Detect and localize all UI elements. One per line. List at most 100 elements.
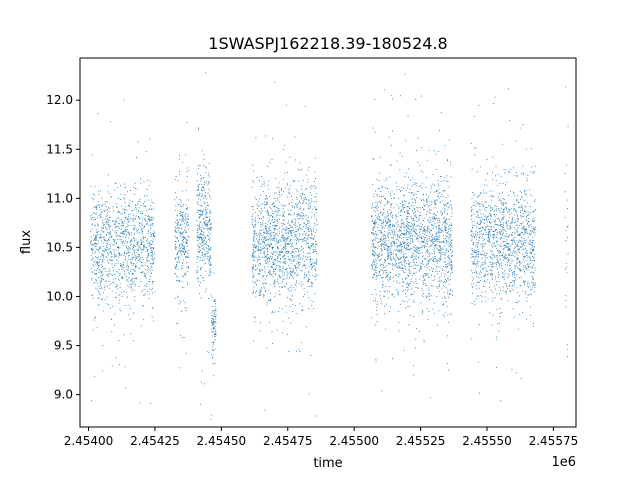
data-point [117, 226, 119, 228]
data-point [265, 227, 267, 229]
data-point [473, 249, 475, 251]
data-point [439, 176, 441, 177]
data-point [288, 203, 290, 205]
data-point [408, 248, 410, 250]
data-point [96, 217, 98, 219]
data-point [253, 266, 254, 267]
data-point [130, 218, 132, 220]
data-point [403, 243, 404, 245]
data-point [447, 277, 449, 279]
data-point [265, 248, 267, 250]
data-point [291, 205, 293, 207]
data-point [373, 254, 375, 256]
data-point [111, 235, 113, 237]
data-point [305, 274, 307, 276]
data-point [396, 182, 398, 184]
data-point [133, 232, 135, 234]
data-point [136, 265, 138, 267]
data-point [183, 247, 184, 249]
data-point [186, 242, 188, 244]
data-point [386, 275, 388, 277]
data-point [288, 290, 290, 292]
data-point [381, 228, 383, 230]
data-point [434, 256, 436, 258]
data-point [439, 259, 441, 261]
data-point [412, 219, 414, 221]
data-point [375, 358, 377, 360]
data-point [426, 235, 427, 237]
data-point [151, 252, 153, 253]
data-point [385, 272, 387, 274]
data-point [276, 281, 278, 283]
data-point [132, 240, 134, 242]
data-point [287, 288, 289, 290]
data-point [276, 278, 278, 280]
data-point [438, 240, 440, 242]
data-point [479, 273, 481, 275]
data-point [281, 189, 283, 191]
data-point [124, 305, 126, 306]
data-point [399, 215, 401, 217]
data-point [182, 219, 184, 221]
data-point [182, 264, 184, 266]
data-point [264, 237, 265, 239]
data-point [450, 161, 451, 163]
data-point [266, 202, 268, 204]
data-point [139, 254, 140, 256]
data-point [390, 242, 392, 244]
data-point [507, 225, 509, 227]
data-point [135, 258, 137, 260]
data-point [210, 414, 212, 416]
data-point [133, 228, 135, 230]
data-point [302, 239, 304, 241]
data-point [112, 306, 114, 308]
data-point [287, 243, 289, 245]
data-point [406, 187, 408, 189]
data-point [378, 255, 380, 257]
data-point [209, 227, 210, 229]
data-point [269, 246, 271, 248]
data-point [421, 240, 423, 242]
data-point [409, 315, 411, 316]
data-point [269, 245, 271, 247]
data-point [176, 222, 178, 224]
data-point [284, 236, 286, 238]
data-point [300, 214, 302, 216]
data-point [502, 286, 504, 288]
data-point [438, 232, 440, 234]
data-point [262, 282, 264, 284]
data-point [264, 251, 265, 252]
data-point [118, 363, 120, 365]
data-point [309, 205, 311, 207]
data-point [487, 266, 489, 267]
data-point [114, 220, 116, 222]
data-point [117, 225, 119, 227]
data-point [258, 249, 260, 251]
data-point [386, 226, 388, 228]
data-point [447, 278, 449, 280]
data-point [150, 216, 152, 218]
data-point [418, 235, 420, 237]
data-point [201, 189, 203, 191]
data-point [399, 211, 401, 213]
data-point [513, 248, 515, 250]
data-point [316, 224, 318, 225]
data-point [414, 198, 416, 200]
data-point [380, 230, 381, 232]
data-point [436, 247, 437, 249]
data-point [131, 284, 133, 286]
data-point [212, 363, 214, 365]
data-point [209, 233, 211, 235]
data-point [133, 238, 135, 240]
data-point [196, 211, 198, 213]
data-point [278, 251, 280, 253]
data-point [211, 323, 213, 325]
data-point [119, 199, 121, 200]
data-point [308, 234, 310, 236]
data-point [266, 229, 268, 231]
data-point [274, 259, 276, 261]
data-point [397, 273, 399, 275]
data-point [440, 275, 442, 277]
data-point [209, 194, 210, 196]
data-point [135, 228, 137, 230]
